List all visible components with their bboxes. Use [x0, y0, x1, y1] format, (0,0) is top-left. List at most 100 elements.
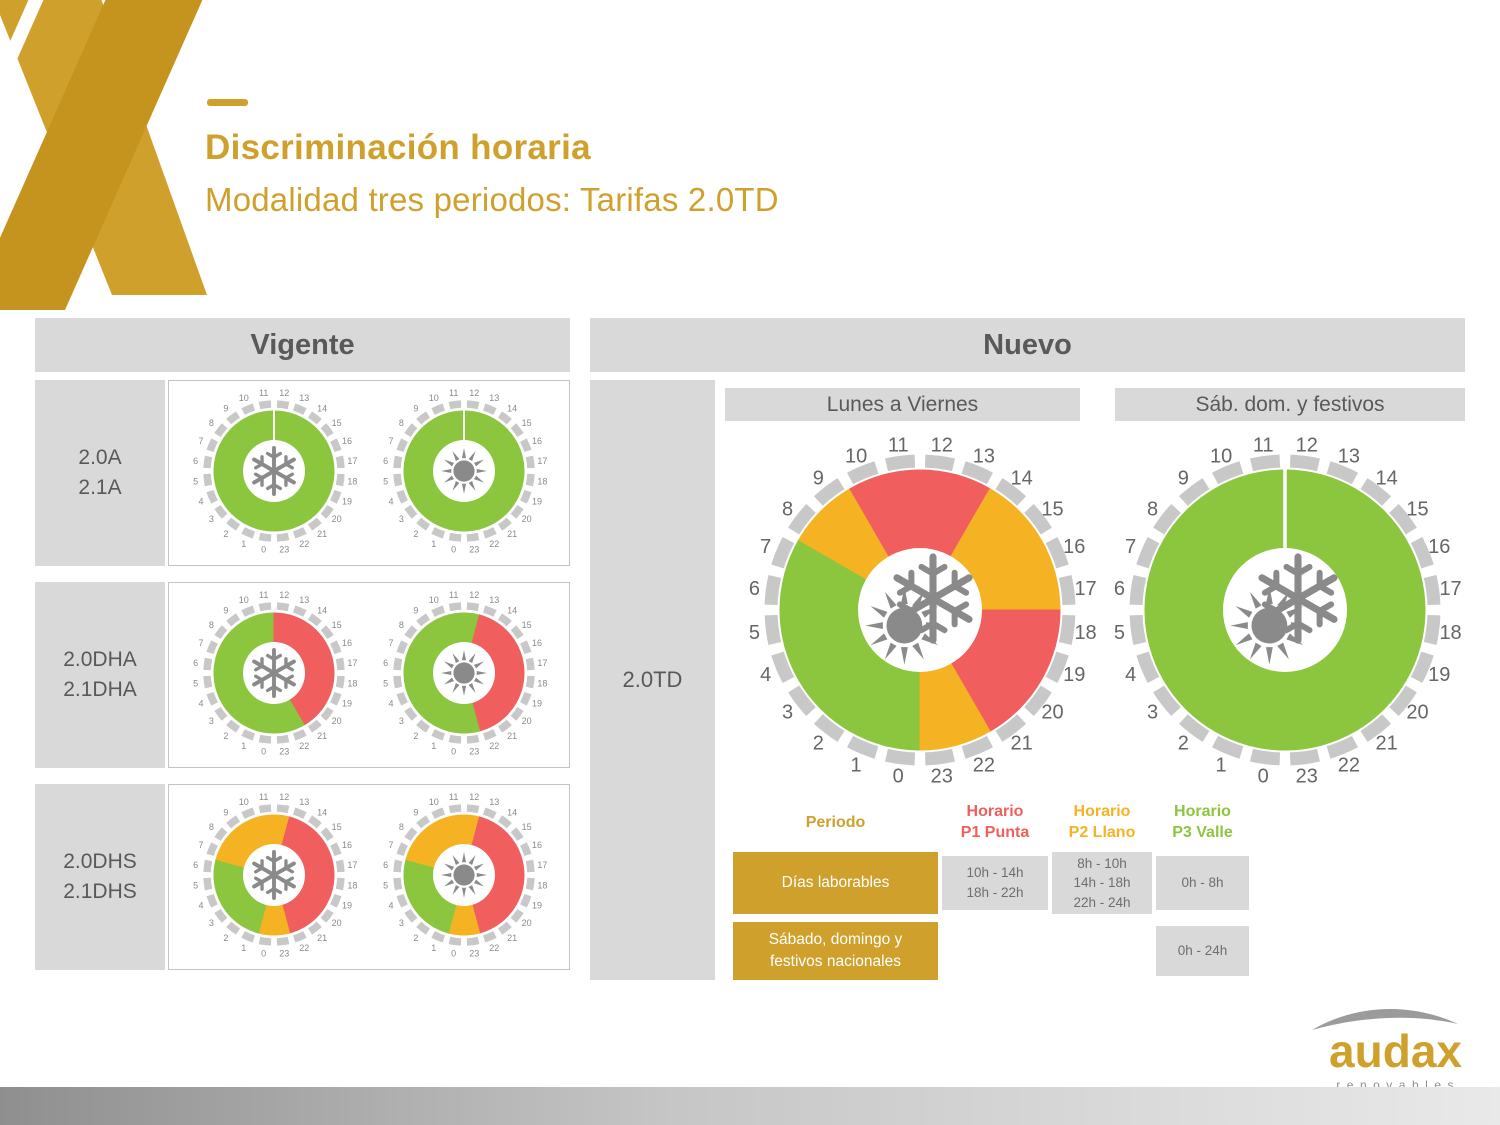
svg-text:3: 3 — [208, 716, 213, 726]
svg-text:6: 6 — [1114, 578, 1125, 600]
svg-text:18: 18 — [538, 880, 548, 890]
svg-text:7: 7 — [389, 637, 394, 647]
table-cell-p3-festivos: 0h - 24h — [1156, 926, 1249, 976]
svg-text:7: 7 — [389, 839, 394, 849]
svg-text:13: 13 — [490, 797, 500, 807]
svg-text:22: 22 — [299, 539, 309, 549]
clock-20dhs-summer: 0 1 2 3 4 5 6 7 8 9 10 11 12 13 14 15 16 17 18 19 20 21 22 23 — [378, 789, 550, 966]
svg-text:13: 13 — [1338, 446, 1360, 468]
svg-text:18: 18 — [1439, 622, 1461, 644]
svg-text:3: 3 — [208, 514, 213, 524]
page-title: Discriminación horaria — [205, 128, 591, 167]
clock-20td-weekdays: 0 1 2 3 4 5 6 7 8 9 10 11 12 13 14 15 16 17 18 19 20 21 22 23 — [740, 430, 1100, 795]
svg-text:20: 20 — [522, 514, 532, 524]
svg-text:13: 13 — [490, 595, 500, 605]
svg-text:8: 8 — [399, 418, 404, 428]
svg-text:7: 7 — [1125, 536, 1136, 558]
svg-text:13: 13 — [973, 446, 995, 468]
svg-text:23: 23 — [1296, 766, 1318, 788]
vigente-clockbox-20dhs: 0 1 2 3 4 5 6 7 8 9 10 11 12 13 14 15 16 17 18 19 20 21 22 23 0… — [168, 784, 570, 970]
svg-text:21: 21 — [317, 528, 327, 538]
svg-text:10: 10 — [429, 393, 439, 403]
svg-text:12: 12 — [470, 387, 480, 397]
svg-text:23: 23 — [279, 948, 289, 958]
svg-text:4: 4 — [389, 900, 394, 910]
svg-text:10: 10 — [238, 393, 248, 403]
nuevo-panel: Nuevo 2.0TD Lunes a Viernes Sáb. dom. y … — [590, 318, 1465, 980]
svg-text:16: 16 — [532, 839, 542, 849]
svg-text:15: 15 — [1406, 498, 1428, 520]
svg-text:16: 16 — [342, 435, 352, 445]
svg-text:6: 6 — [193, 657, 198, 667]
svg-text:3: 3 — [1147, 702, 1158, 724]
tick-ring — [202, 601, 345, 744]
logo-x-white-notch — [0, 0, 44, 98]
svg-text:2: 2 — [1178, 732, 1189, 754]
svg-text:15: 15 — [1041, 498, 1063, 520]
svg-text:7: 7 — [198, 839, 203, 849]
svg-text:9: 9 — [223, 403, 228, 413]
svg-text:0: 0 — [451, 948, 456, 958]
title-block: Discriminación horaria Modalidad tres pe… — [205, 128, 779, 219]
tariff-label-20dha: 2.0DHA 2.1DHA — [35, 582, 165, 768]
brand-name: audax — [1329, 1025, 1462, 1077]
svg-text:23: 23 — [279, 746, 289, 756]
svg-text:12: 12 — [1296, 434, 1318, 456]
svg-text:3: 3 — [399, 918, 404, 928]
svg-text:16: 16 — [1428, 536, 1450, 558]
svg-text:7: 7 — [198, 637, 203, 647]
audax-wordmark: audax renovables — [1272, 1008, 1462, 1092]
svg-text:19: 19 — [1428, 664, 1450, 686]
svg-text:1: 1 — [1216, 754, 1227, 776]
svg-text:15: 15 — [331, 822, 341, 832]
clock-20a-winter: 0 1 2 3 4 5 6 7 8 9 10 11 12 13 14 15 16 17 18 19 20 21 22 23 — [188, 385, 360, 562]
svg-text:4: 4 — [389, 496, 394, 506]
svg-text:1: 1 — [432, 943, 437, 953]
svg-text:10: 10 — [238, 797, 248, 807]
svg-text:16: 16 — [532, 637, 542, 647]
svg-text:16: 16 — [532, 435, 542, 445]
vigente-row-20dhs: 2.0DHS 2.1DHS 0 1 2 3 4 5 6 7 8 9 10 11 12 13 14 15 16 17… — [35, 784, 570, 970]
svg-text:23: 23 — [470, 544, 480, 554]
svg-text:10: 10 — [845, 446, 867, 468]
svg-text:11: 11 — [259, 791, 268, 801]
svg-text:22: 22 — [490, 741, 500, 751]
svg-text:19: 19 — [1063, 664, 1085, 686]
svg-text:8: 8 — [399, 822, 404, 832]
svg-text:22: 22 — [1338, 754, 1360, 776]
svg-text:9: 9 — [414, 605, 419, 615]
svg-text:7: 7 — [760, 536, 771, 558]
table-cell-p2-laborables: 8h - 10h 14h - 18h 22h - 24h — [1052, 852, 1152, 914]
svg-text:17: 17 — [347, 859, 357, 869]
svg-text:18: 18 — [347, 476, 357, 486]
period-segments — [1144, 469, 1426, 751]
svg-text:13: 13 — [299, 797, 309, 807]
svg-text:10: 10 — [429, 595, 439, 605]
svg-text:0: 0 — [261, 948, 266, 958]
svg-text:12: 12 — [279, 387, 289, 397]
svg-text:8: 8 — [1147, 498, 1158, 520]
page-subtitle: Modalidad tres periodos: Tarifas 2.0TD — [205, 181, 779, 218]
clock-20dhs-winter: 0 1 2 3 4 5 6 7 8 9 10 11 12 13 14 15 16 17 18 19 20 21 22 23 — [188, 789, 360, 966]
svg-text:10: 10 — [1210, 446, 1232, 468]
legend-p2-llano: Horario P2 Llano — [1068, 803, 1136, 841]
clock-20a-summer: 0 1 2 3 4 5 6 7 8 9 10 11 12 13 14 15 16 17 18 19 20 21 22 23 — [378, 385, 550, 562]
svg-text:7: 7 — [389, 435, 394, 445]
svg-text:2: 2 — [813, 732, 824, 754]
svg-text:15: 15 — [331, 620, 341, 630]
tick-ring — [393, 803, 535, 946]
svg-text:21: 21 — [507, 932, 517, 942]
svg-text:12: 12 — [470, 791, 480, 801]
svg-text:6: 6 — [193, 859, 198, 869]
svg-text:1: 1 — [851, 754, 862, 776]
svg-text:8: 8 — [399, 620, 404, 630]
svg-text:13: 13 — [299, 393, 309, 403]
svg-text:19: 19 — [342, 496, 352, 506]
